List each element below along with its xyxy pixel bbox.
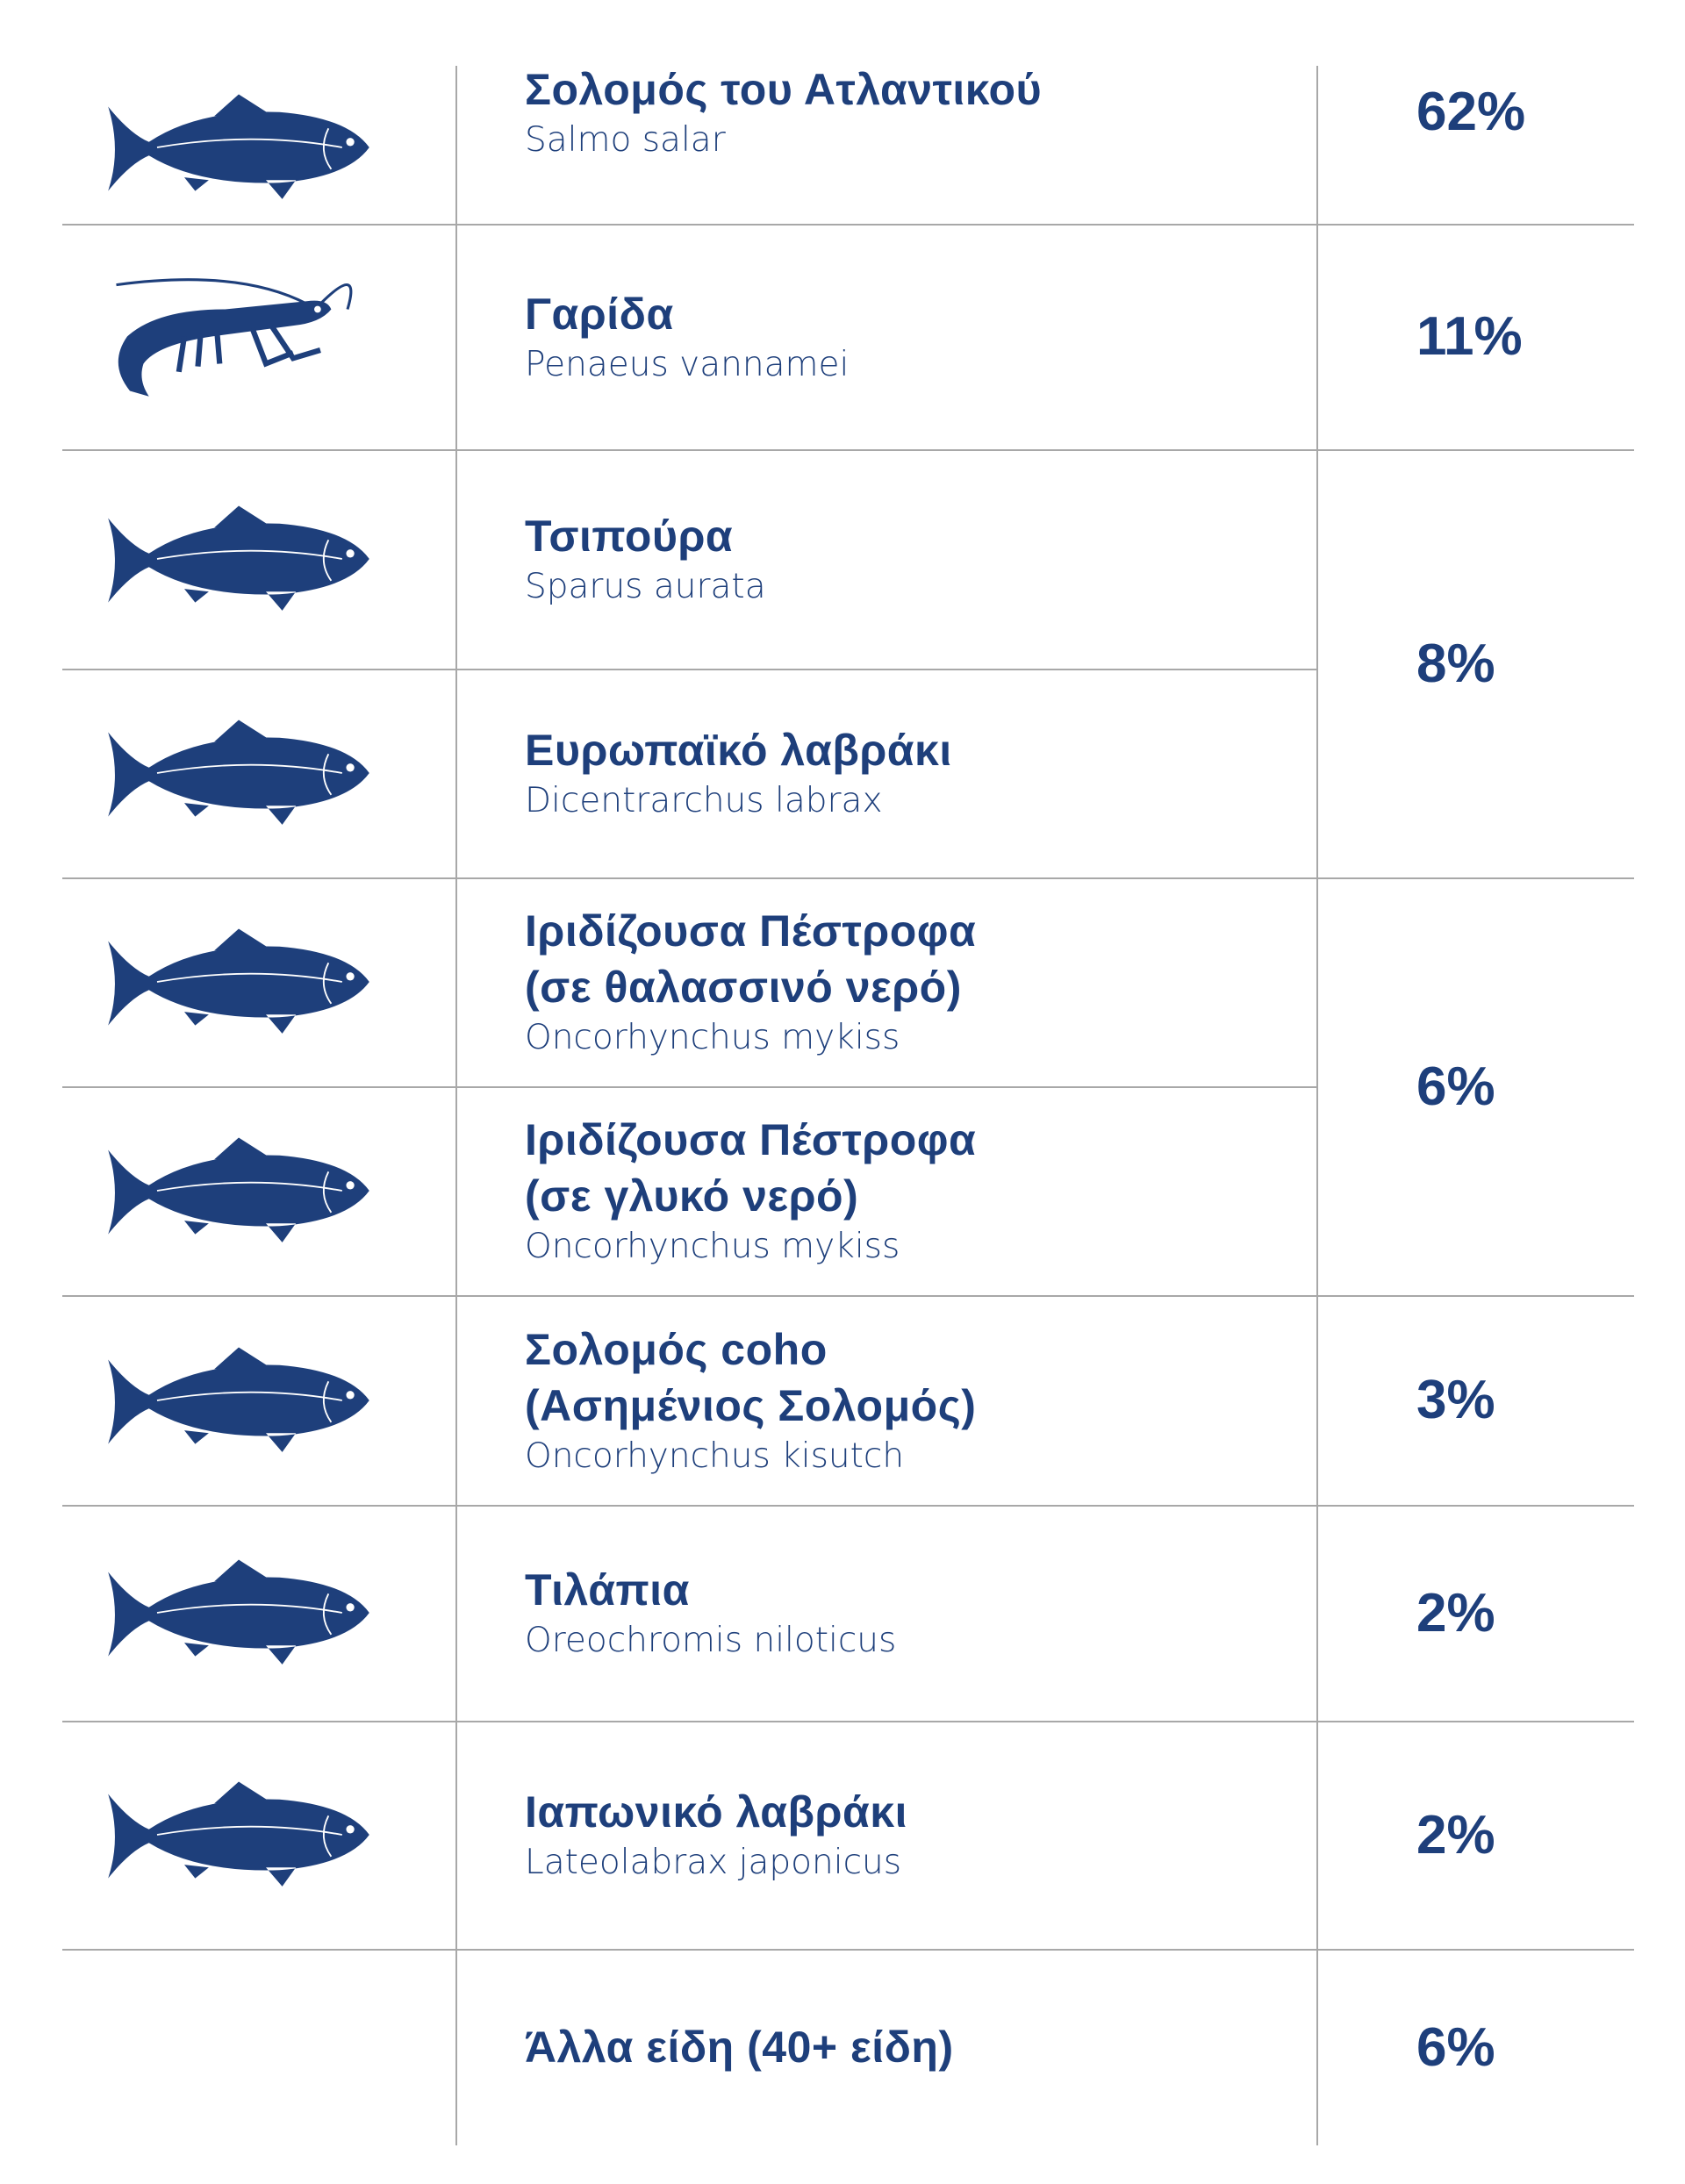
scientific-name: Oncorhynchus mykiss bbox=[525, 1018, 900, 1057]
share-value: 62% bbox=[1416, 82, 1526, 142]
scientific-name: Lateolabrax japonicus bbox=[525, 1843, 902, 1882]
species-cell: Σολομός του Ατλαντικού Salmo salar bbox=[525, 0, 1297, 224]
species-name: Ιαπωνικό λαβράκι bbox=[525, 1787, 908, 1837]
fish-icon bbox=[107, 505, 370, 612]
species-cell: Ιριδίζουσα Πέστροφα (σε γλυκό νερό) Oncor… bbox=[525, 1086, 1297, 1295]
fish-icon bbox=[107, 719, 370, 826]
scientific-name: Sparus aurata bbox=[525, 567, 766, 606]
species-name: Άλλα είδη (40+ είδη) bbox=[525, 2023, 954, 2072]
scientific-name: Oncorhynchus mykiss bbox=[525, 1227, 900, 1266]
group-divider bbox=[62, 1505, 1634, 1507]
scientific-name: Oncorhynchus kisutch bbox=[525, 1436, 905, 1476]
share-value: 6% bbox=[1416, 2016, 1495, 2078]
group-divider bbox=[62, 877, 1634, 879]
share-cell: 2% bbox=[1416, 1721, 1495, 1949]
column-divider bbox=[455, 66, 457, 2145]
group-divider bbox=[62, 1721, 1634, 1722]
fish-icon bbox=[107, 1136, 370, 1243]
species-cell: Τιλάπια Oreochromis niloticus bbox=[525, 1505, 1297, 1721]
share-cell: 6% bbox=[1416, 877, 1495, 1295]
species-name: Ευρωπαϊκό λαβράκι bbox=[525, 726, 952, 775]
column-divider bbox=[1316, 66, 1318, 2145]
scientific-name: Penaeus vannamei bbox=[525, 344, 850, 384]
species-name: Ιριδίζουσα Πέστροφα (σε θαλασσινό νερό) bbox=[525, 906, 977, 1012]
scientific-name: Dicentrarchus labrax bbox=[525, 781, 883, 820]
fish-icon bbox=[107, 93, 370, 200]
species-cell: Ευρωπαϊκό λαβράκι Dicentrarchus labrax bbox=[525, 669, 1297, 877]
share-cell: 3% bbox=[1416, 1295, 1495, 1505]
species-name: Τιλάπια bbox=[525, 1565, 690, 1615]
share-value: 6% bbox=[1416, 1056, 1495, 1117]
share-cell: 2% bbox=[1416, 1505, 1495, 1721]
share-cell: 62% bbox=[1416, 0, 1525, 224]
group-divider bbox=[62, 449, 1634, 451]
scientific-name: Oreochromis niloticus bbox=[525, 1621, 897, 1660]
row-divider bbox=[62, 1086, 1316, 1088]
group-divider bbox=[62, 1295, 1634, 1297]
share-value: 2% bbox=[1416, 1582, 1495, 1643]
share-cell: 6% bbox=[1416, 1949, 1495, 2145]
row-divider bbox=[62, 669, 1316, 670]
species-cell: Άλλα είδη (40+ είδη) bbox=[525, 1949, 1297, 2145]
species-name: Ιριδίζουσα Πέστροφα (σε γλυκό νερό) bbox=[525, 1115, 977, 1221]
species-cell: Ιαπωνικό λαβράκι Lateolabrax japonicus bbox=[525, 1721, 1297, 1949]
share-cell: 11% bbox=[1416, 224, 1523, 449]
scientific-name: Salmo salar bbox=[525, 119, 726, 160]
share-value: 11% bbox=[1416, 306, 1523, 367]
share-value: 2% bbox=[1416, 1804, 1495, 1865]
fish-icon bbox=[107, 1558, 370, 1665]
species-name: Σολομός coho (Ασημένιος Σολομός) bbox=[525, 1324, 977, 1430]
share-cell: 8% bbox=[1416, 449, 1495, 877]
fish-icon bbox=[107, 1346, 370, 1453]
group-divider bbox=[62, 1949, 1634, 1951]
species-cell: Ιριδίζουσα Πέστροφα (σε θαλασσινό νερό) O… bbox=[525, 877, 1297, 1086]
species-cell: Γαρίδα Penaeus vannamei bbox=[525, 224, 1297, 449]
shrimp-icon bbox=[98, 269, 379, 405]
species-name: Σολομός του Ατλαντικού bbox=[525, 64, 1043, 114]
fish-icon bbox=[107, 927, 370, 1035]
species-cell: Τσιπούρα Sparus aurata bbox=[525, 449, 1297, 669]
share-value: 8% bbox=[1416, 633, 1495, 694]
species-cell: Σολομός coho (Ασημένιος Σολομός) Oncorhyn… bbox=[525, 1295, 1297, 1505]
species-name: Τσιπούρα bbox=[525, 512, 734, 561]
share-value: 3% bbox=[1416, 1370, 1495, 1430]
species-name: Γαρίδα bbox=[525, 289, 674, 339]
group-divider bbox=[62, 224, 1634, 226]
fish-icon bbox=[107, 1780, 370, 1887]
